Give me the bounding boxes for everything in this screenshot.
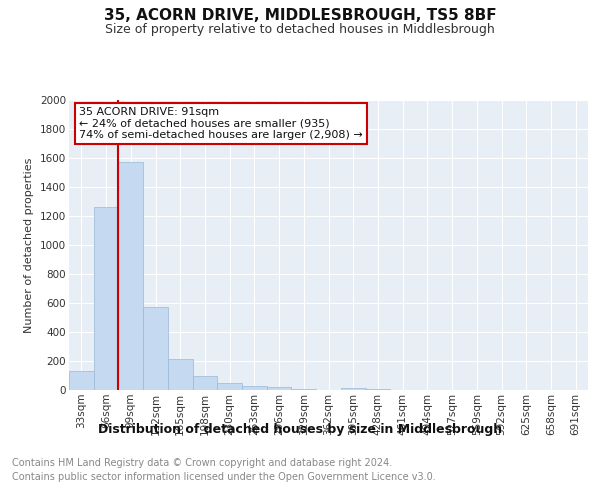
Text: Contains HM Land Registry data © Crown copyright and database right 2024.: Contains HM Land Registry data © Crown c… [12, 458, 392, 468]
Text: 35, ACORN DRIVE, MIDDLESBROUGH, TS5 8BF: 35, ACORN DRIVE, MIDDLESBROUGH, TS5 8BF [104, 8, 496, 22]
Bar [143, 308, 168, 390]
Bar [94, 208, 118, 390]
Text: Contains public sector information licensed under the Open Government Licence v3: Contains public sector information licen… [12, 472, 436, 482]
Bar [118, 162, 143, 390]
Text: Distribution of detached houses by size in Middlesbrough: Distribution of detached houses by size … [98, 422, 502, 436]
Bar [193, 376, 217, 390]
Bar [69, 371, 94, 390]
Text: Size of property relative to detached houses in Middlesbrough: Size of property relative to detached ho… [105, 22, 495, 36]
Bar [168, 359, 193, 390]
Y-axis label: Number of detached properties: Number of detached properties [25, 158, 34, 332]
Bar [217, 383, 242, 390]
Bar [242, 386, 267, 390]
Bar [341, 388, 365, 390]
Bar [267, 387, 292, 390]
Text: 35 ACORN DRIVE: 91sqm
← 24% of detached houses are smaller (935)
74% of semi-det: 35 ACORN DRIVE: 91sqm ← 24% of detached … [79, 108, 363, 140]
